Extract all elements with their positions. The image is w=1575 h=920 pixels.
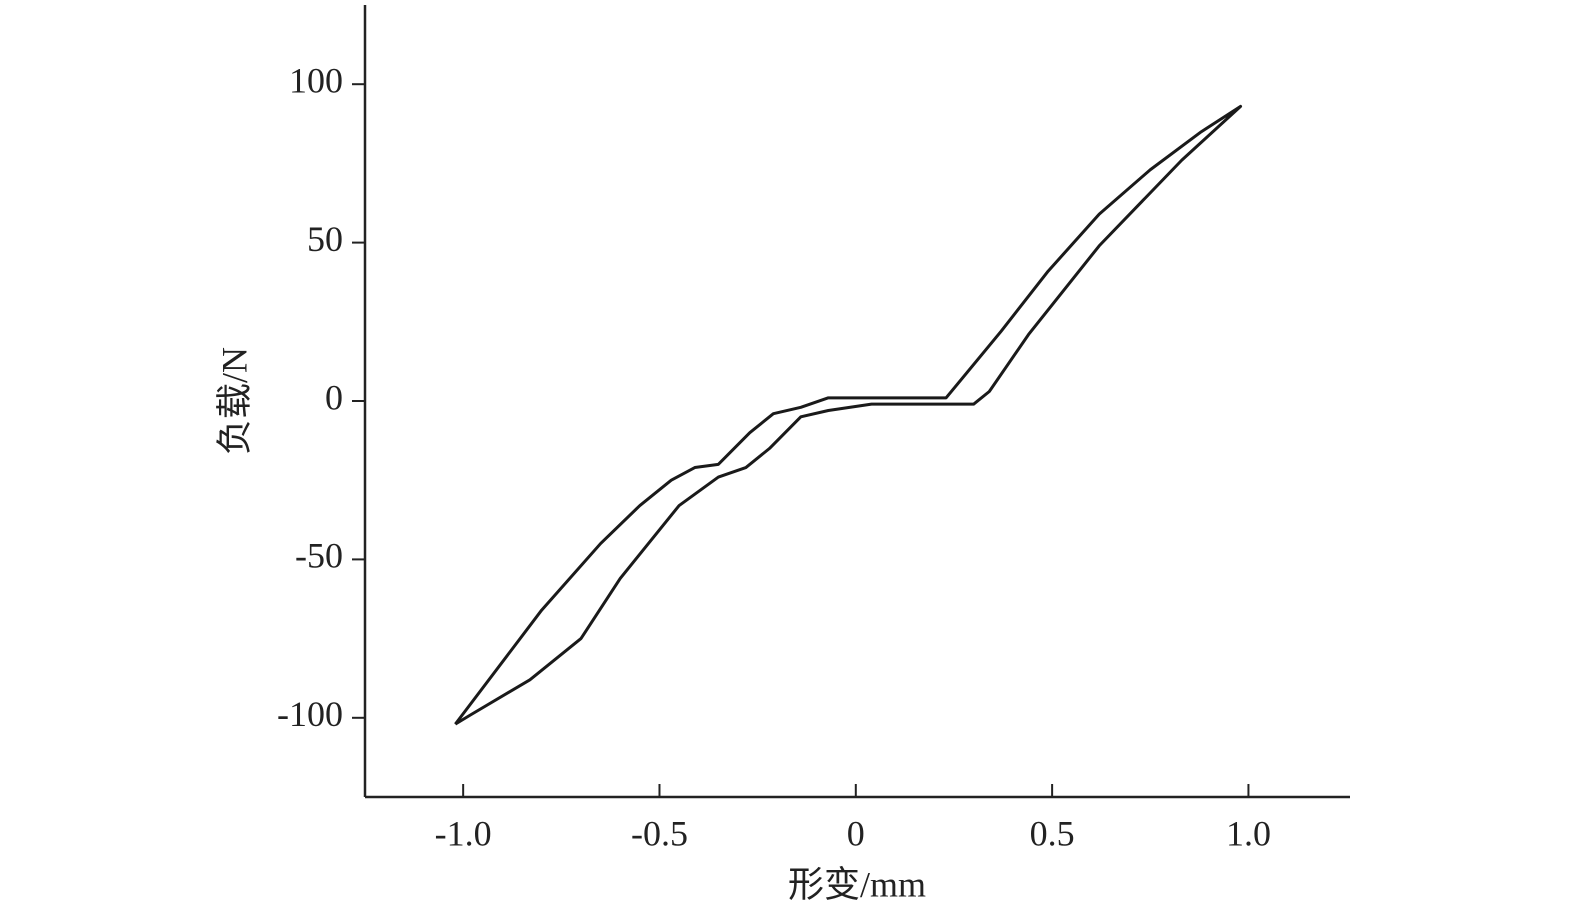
x-tick-label: -1.0 xyxy=(435,813,492,853)
y-axis-label: 负载/N xyxy=(214,347,254,455)
y-tick-label: -50 xyxy=(295,536,343,576)
data-line xyxy=(454,104,1243,726)
x-axis-label: 形变/mm xyxy=(788,864,926,904)
y-tick-label: 50 xyxy=(307,219,343,259)
y-tick-label: -100 xyxy=(277,694,343,734)
x-tick-label: -0.5 xyxy=(631,813,688,853)
y-tick-label: 0 xyxy=(325,377,343,417)
x-tick-label: 1.0 xyxy=(1226,813,1271,853)
x-tick-label: 0 xyxy=(847,813,865,853)
x-tick-label: 0.5 xyxy=(1030,813,1075,853)
y-tick-label: 100 xyxy=(289,60,343,100)
